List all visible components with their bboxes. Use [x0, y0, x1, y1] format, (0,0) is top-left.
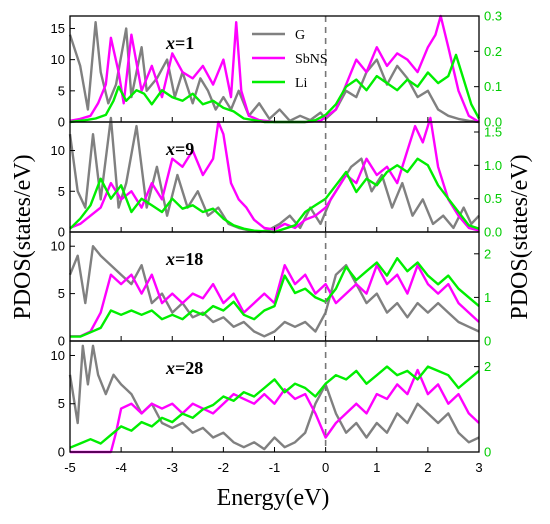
legend: G SbNS Li [252, 28, 328, 91]
y-axis-label-right: PDOS(states/eV) [507, 154, 533, 319]
left-tick-label: 15 [51, 21, 65, 36]
right-tick-label: 0.1 [484, 79, 502, 94]
series-line-sbns [70, 264, 480, 338]
left-tick-label: 10 [51, 143, 65, 158]
left-tick-label: 0 [58, 445, 65, 460]
left-tick-label: 10 [51, 348, 65, 363]
series-line-sbns [69, 116, 480, 232]
right-tick-label: 2 [484, 359, 491, 374]
right-tick-label: 1.0 [484, 158, 502, 173]
left-tick-label: 10 [51, 239, 65, 254]
panel-frame [69, 231, 480, 342]
right-tick-label: 0.0 [484, 225, 502, 240]
y-axis-label-left: PDOS(states/eV) [10, 154, 36, 319]
right-tick-label: 0.3 [484, 9, 502, 24]
right-tick-label: 0.0 [484, 115, 502, 130]
panel-frame [69, 121, 480, 233]
right-tick-label: 1.5 [484, 125, 502, 140]
legend-label-g: G [295, 28, 305, 43]
x-tick-label: -3 [166, 460, 178, 475]
left-tick-label: 10 [51, 52, 65, 67]
x-tick-label: -4 [115, 460, 127, 475]
right-tick-label: 1 [484, 290, 491, 305]
x-tick-label: 1 [373, 460, 380, 475]
right-tick-label: 0.2 [484, 44, 502, 59]
panel-label: x=9 [165, 139, 194, 159]
x-tick-label: -1 [269, 460, 281, 475]
right-tick-label: 2 [484, 246, 491, 261]
legend-label-sbns: SbNS [295, 52, 328, 67]
panel-3: 0 5 10 0 1 2 x=18 [51, 231, 491, 349]
panel-4: 0 5 10 0 2 x=28 [51, 340, 491, 460]
panel-1: 0 5 10 15 0.0 0.1 0.2 0.3 x=1 [51, 9, 503, 130]
panel-2: 0 5 10 0.0 0.5 1.0 1.5 x=9 [51, 116, 502, 240]
x-tick-label: -5 [64, 460, 76, 475]
panel-label: x=18 [165, 249, 203, 269]
left-tick-label: 5 [58, 286, 65, 301]
right-tick-label: 0.5 [484, 191, 502, 206]
legend-label-li: Li [295, 76, 308, 91]
x-tick-label: 2 [424, 460, 431, 475]
left-tick-label: 0 [58, 225, 65, 240]
x-tick-label: 0 [322, 460, 329, 475]
left-tick-label: 0 [58, 115, 65, 130]
left-tick-label: 5 [58, 396, 65, 411]
left-tick-label: 0 [58, 334, 65, 349]
panel-label: x=1 [165, 33, 194, 53]
series-line-li [69, 157, 480, 234]
right-tick-label: 0 [484, 334, 491, 349]
series-line-sbns [70, 368, 480, 454]
panel-label: x=28 [165, 358, 203, 378]
x-axis-label: Energy(eV) [217, 485, 330, 511]
series-line-g [68, 116, 480, 234]
right-tick-label: 0 [484, 445, 491, 460]
x-tick-label: -2 [218, 460, 230, 475]
series-line-g [68, 344, 480, 451]
x-tick-label: 3 [475, 460, 482, 475]
series-line-g [68, 244, 480, 338]
panels: 0510150.00.10.20.3x=105100.00.51.01.5x=9… [51, 9, 503, 476]
series-line-li [70, 257, 480, 338]
left-tick-label: 5 [58, 83, 65, 98]
series-line-li [69, 365, 480, 449]
left-tick-label: 5 [58, 184, 65, 199]
series-line-sbns [69, 14, 480, 124]
